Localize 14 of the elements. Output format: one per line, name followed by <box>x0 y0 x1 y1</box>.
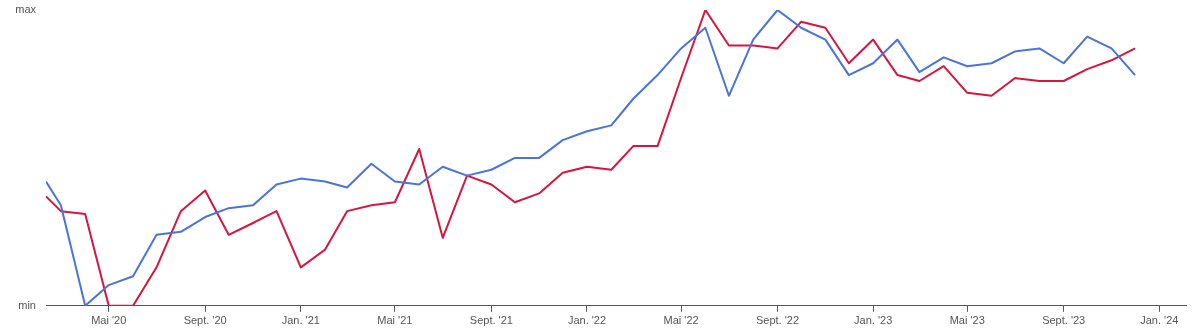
x-tick-label: Sept. '22 <box>755 314 800 327</box>
x-tick-label: Jan. '21 <box>281 314 320 327</box>
x-tick-label: Sept. '23 <box>1042 314 1086 327</box>
x-tick-label: Mai '20 <box>91 314 127 327</box>
x-tick-label: Jan. '23 <box>854 314 893 327</box>
x-tick-label: Jan. '24 <box>1140 314 1179 327</box>
text: min <box>18 298 36 311</box>
x-tick-label: Mai '21 <box>377 314 413 327</box>
x-tick-label: Mai '23 <box>949 314 985 327</box>
x-tick-label: Sept. '21 <box>469 314 513 327</box>
x-tick-label: Sept. '20 <box>183 314 227 327</box>
x-tick-label: Mai '22 <box>663 314 699 327</box>
text: max <box>15 3 37 16</box>
x-tick-label: Jan. '22 <box>567 314 607 327</box>
